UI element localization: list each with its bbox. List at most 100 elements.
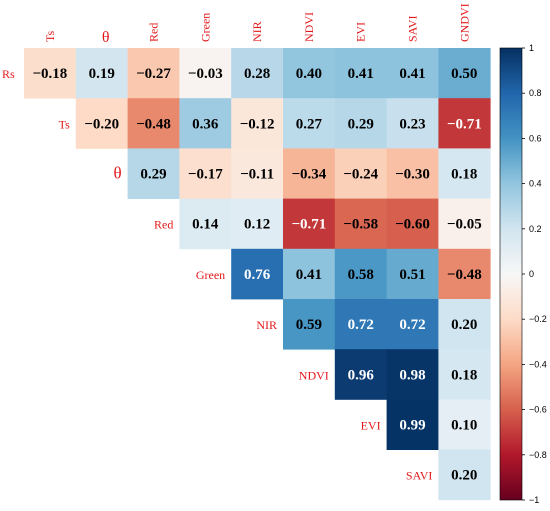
row-label: Ts — [59, 117, 70, 131]
cell-value-label: 0.28 — [244, 66, 270, 82]
heatmap-cell — [127, 98, 180, 149]
row-label: EVI — [361, 419, 381, 433]
heatmap-cell — [283, 299, 336, 350]
heatmap-cell — [438, 349, 491, 400]
heatmap-cell — [438, 299, 491, 350]
heatmap-cell — [283, 148, 336, 199]
heatmap-cell — [179, 198, 232, 250]
cell-value-label: −0.12 — [240, 116, 275, 132]
heatmap-cell — [334, 299, 387, 350]
colorbar-tick-label: 0.6 — [529, 133, 542, 143]
heatmap-cell — [75, 48, 128, 99]
heatmap-cell — [283, 248, 336, 300]
cell-value-label: −0.30 — [395, 167, 430, 183]
cell-value-label: −0.48 — [447, 267, 482, 283]
row-labels: Rs Ts θ Red Green NIR NDVI EVI SAVI — [2, 67, 432, 483]
cell-value-label: 0.96 — [348, 367, 375, 383]
cell-value-label: 0.40 — [296, 66, 322, 82]
colorbar-tick-label: 0 — [529, 269, 534, 279]
cell-value-label: −0.34 — [291, 167, 326, 183]
heatmap-cell — [231, 48, 284, 99]
heatmap-cell — [283, 198, 336, 250]
cell-value-label: −0.24 — [343, 167, 378, 183]
cell-value-label: −0.20 — [84, 116, 119, 132]
cell-value-label: 0.59 — [296, 317, 322, 333]
cell-value-label: 0.12 — [244, 217, 270, 233]
heatmap-cells: −0.18 0.19 −0.27 −0.03 0.28 0.40 0.41 0.41 0.50 −… — [24, 48, 491, 501]
colorbar-tick-label: −0.2 — [529, 314, 547, 324]
cell-value-label: −0.17 — [188, 167, 223, 183]
column-labels: Ts θ Red Green NIR NDVI EVI SAVI GNDVI — [43, 3, 471, 46]
column-label: Ts — [43, 31, 57, 42]
cell-value-label: 0.72 — [348, 317, 374, 333]
heatmap-cell — [75, 98, 128, 149]
cell-value-label: 0.18 — [451, 167, 477, 183]
cell-value-label: −0.58 — [343, 217, 378, 233]
column-label: SAVI — [406, 16, 420, 42]
colorbar: 1 0.8 0.6 0.4 0.2 0 −0.2 −0.4 −0.6 −0.8 −1 — [499, 43, 547, 505]
heatmap-cell — [386, 299, 439, 350]
row-label: Red — [154, 218, 173, 232]
heatmap-cell — [334, 48, 387, 99]
cell-value-label: 0.98 — [399, 367, 425, 383]
cell-value-label: −0.27 — [136, 66, 171, 82]
cell-value-label: 0.18 — [451, 367, 477, 383]
heatmap-cell — [231, 98, 284, 149]
cell-value-label: 0.23 — [399, 116, 425, 132]
cell-value-label: 0.27 — [296, 116, 323, 132]
heatmap-cell — [438, 399, 491, 450]
cell-value-label: 0.41 — [399, 66, 425, 82]
heatmap-cell — [386, 399, 439, 450]
row-label: Green — [196, 268, 225, 282]
column-label: NIR — [250, 21, 264, 42]
heatmap-cell — [179, 98, 232, 149]
heatmap-cell — [334, 98, 387, 149]
heatmap-cell — [127, 148, 180, 199]
cell-value-label: 0.76 — [244, 267, 271, 283]
heatmap-cell — [231, 248, 284, 300]
cell-value-label: −0.18 — [32, 66, 67, 82]
cell-value-label: −0.60 — [395, 217, 430, 233]
heatmap-cell — [283, 48, 336, 99]
heatmap-cell — [438, 198, 491, 250]
heatmap-cell — [334, 349, 387, 400]
column-label: EVI — [354, 22, 368, 42]
heatmap-cell — [127, 48, 180, 99]
cell-value-label: 0.29 — [140, 167, 166, 183]
heatmap-cell — [386, 198, 439, 250]
colorbar-tick-label: 1 — [529, 43, 534, 53]
cell-value-label: −0.05 — [447, 217, 482, 233]
cell-value-label: 0.14 — [192, 217, 219, 233]
heatmap-cell — [386, 48, 439, 99]
heatmap-cell — [438, 449, 491, 501]
heatmap-cell — [179, 48, 232, 99]
cell-value-label: 0.20 — [451, 317, 477, 333]
colorbar-tick-label: −1 — [529, 495, 539, 505]
colorbar-gradient — [499, 47, 523, 501]
cell-value-label: 0.99 — [399, 418, 425, 434]
cell-value-label: 0.20 — [451, 468, 477, 484]
heatmap-cell — [334, 198, 387, 250]
row-label: NIR — [256, 318, 277, 332]
colorbar-tick-label: 0.8 — [529, 88, 542, 98]
cell-value-label: −0.03 — [188, 66, 223, 82]
cell-value-label: 0.51 — [399, 267, 425, 283]
cell-value-label: −0.71 — [447, 116, 482, 132]
heatmap-cell — [334, 248, 387, 300]
column-label: Red — [147, 23, 161, 42]
cell-value-label: 0.41 — [296, 267, 322, 283]
heatmap-cell — [438, 248, 491, 300]
row-label: θ — [113, 164, 121, 183]
heatmap-cell — [231, 148, 284, 199]
heatmap-cell — [438, 148, 491, 199]
heatmap-cell — [386, 248, 439, 300]
column-label: GNDVI — [457, 3, 471, 42]
column-label: θ — [102, 29, 110, 46]
heatmap-cell — [386, 98, 439, 149]
cell-value-label: 0.29 — [348, 116, 374, 132]
heatmap-cell — [386, 148, 439, 199]
heatmap-cell — [179, 148, 232, 199]
heatmap-cell — [438, 48, 491, 99]
heatmap-cell — [24, 48, 77, 99]
